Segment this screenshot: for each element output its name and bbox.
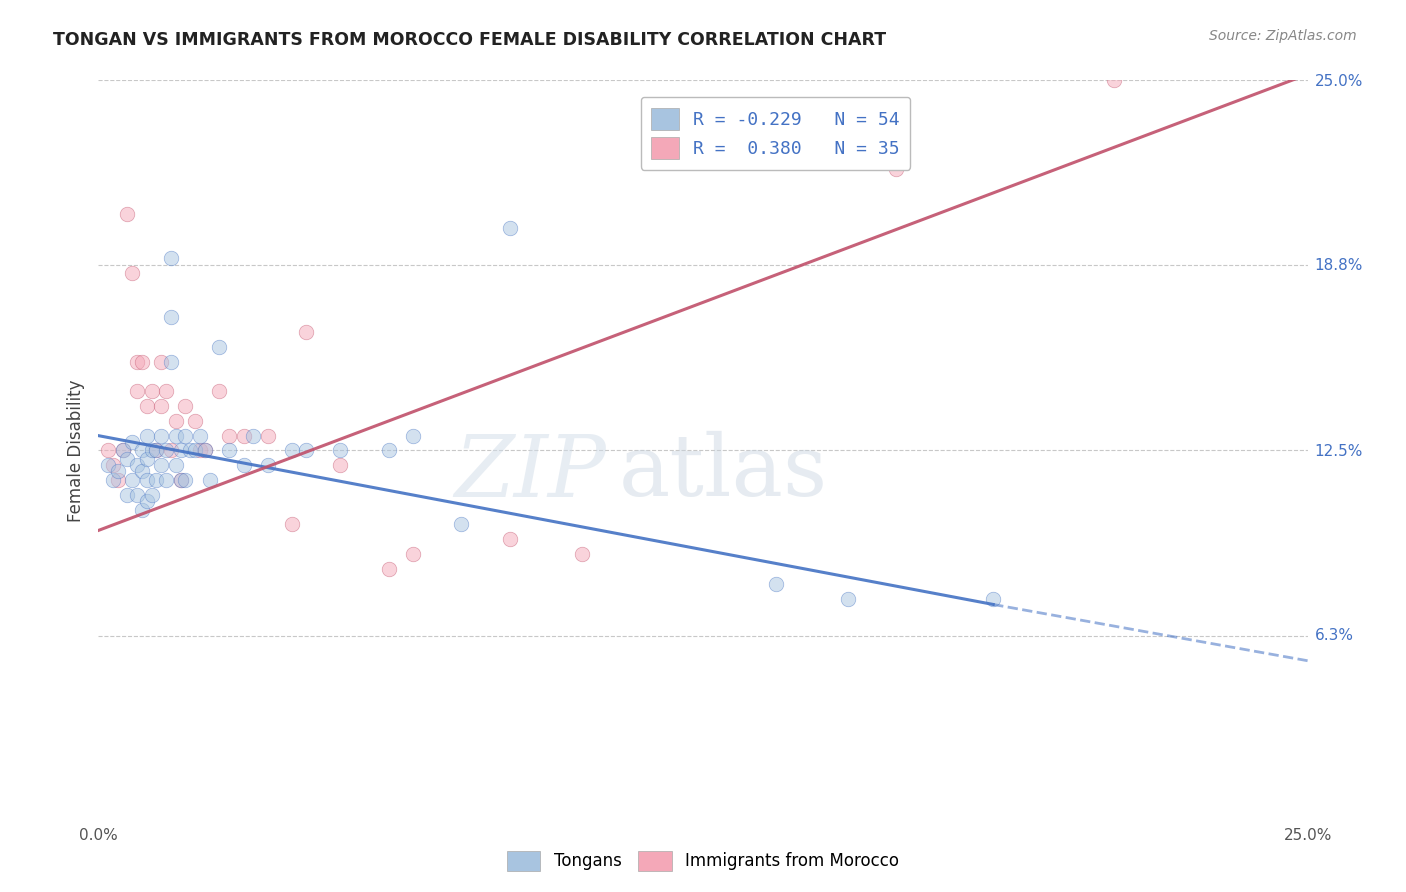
- Point: [141, 443, 163, 458]
- Point: [402, 547, 425, 561]
- Point: [169, 443, 191, 458]
- Point: [107, 473, 129, 487]
- Point: [97, 443, 120, 458]
- Point: [174, 428, 197, 442]
- Text: ZIP: ZIP: [454, 432, 606, 514]
- Point: [188, 428, 211, 442]
- Point: [232, 458, 254, 473]
- Point: [174, 473, 197, 487]
- Point: [402, 428, 425, 442]
- Point: [329, 443, 352, 458]
- Point: [127, 384, 149, 399]
- Y-axis label: Female Disability: Female Disability: [66, 379, 84, 522]
- Point: [281, 517, 304, 532]
- Point: [131, 443, 153, 458]
- Point: [571, 547, 593, 561]
- Point: [1102, 73, 1125, 87]
- Point: [135, 493, 157, 508]
- Point: [160, 251, 183, 265]
- Point: [165, 428, 187, 442]
- Point: [97, 458, 120, 473]
- Point: [135, 428, 157, 442]
- Point: [155, 443, 177, 458]
- Text: Source: ZipAtlas.com: Source: ZipAtlas.com: [1209, 29, 1357, 43]
- Point: [127, 458, 149, 473]
- Point: [135, 473, 157, 487]
- Point: [135, 399, 157, 413]
- Point: [131, 502, 153, 516]
- Point: [765, 576, 787, 591]
- Point: [232, 428, 254, 442]
- Point: [145, 473, 167, 487]
- Point: [218, 443, 240, 458]
- Point: [165, 458, 187, 473]
- Point: [131, 464, 153, 478]
- Point: [131, 354, 153, 368]
- Point: [981, 591, 1004, 606]
- Point: [155, 473, 177, 487]
- Point: [117, 488, 139, 502]
- Point: [886, 162, 908, 177]
- Legend: R = -0.229   N = 54, R =  0.380   N = 35: R = -0.229 N = 54, R = 0.380 N = 35: [641, 96, 911, 169]
- Point: [117, 206, 139, 220]
- Point: [160, 354, 183, 368]
- Point: [117, 452, 139, 467]
- Point: [194, 443, 217, 458]
- Point: [377, 562, 399, 576]
- Point: [150, 399, 173, 413]
- Point: [165, 414, 187, 428]
- Point: [141, 384, 163, 399]
- Point: [188, 443, 211, 458]
- Point: [160, 310, 183, 325]
- Point: [194, 443, 217, 458]
- Point: [150, 428, 173, 442]
- Point: [127, 488, 149, 502]
- Point: [184, 443, 207, 458]
- Point: [127, 354, 149, 368]
- Point: [121, 266, 143, 280]
- Text: atlas: atlas: [619, 431, 828, 515]
- Point: [218, 428, 240, 442]
- Point: [121, 473, 143, 487]
- Point: [160, 443, 183, 458]
- Point: [837, 591, 859, 606]
- Point: [208, 384, 231, 399]
- Point: [121, 434, 143, 449]
- Point: [145, 443, 167, 458]
- Point: [450, 517, 472, 532]
- Point: [208, 340, 231, 354]
- Point: [295, 443, 318, 458]
- Point: [498, 221, 520, 235]
- Point: [155, 384, 177, 399]
- Point: [111, 443, 134, 458]
- Point: [377, 443, 399, 458]
- Point: [295, 325, 318, 339]
- Legend: Tongans, Immigrants from Morocco: Tongans, Immigrants from Morocco: [499, 842, 907, 880]
- Point: [169, 473, 191, 487]
- Point: [141, 488, 163, 502]
- Point: [184, 414, 207, 428]
- Point: [150, 458, 173, 473]
- Point: [111, 443, 134, 458]
- Point: [107, 464, 129, 478]
- Text: TONGAN VS IMMIGRANTS FROM MOROCCO FEMALE DISABILITY CORRELATION CHART: TONGAN VS IMMIGRANTS FROM MOROCCO FEMALE…: [53, 31, 887, 49]
- Point: [135, 452, 157, 467]
- Point: [498, 533, 520, 547]
- Point: [281, 443, 304, 458]
- Point: [150, 354, 173, 368]
- Point: [169, 473, 191, 487]
- Point: [256, 428, 278, 442]
- Point: [198, 473, 221, 487]
- Point: [101, 458, 124, 473]
- Point: [101, 473, 124, 487]
- Point: [329, 458, 352, 473]
- Point: [145, 443, 167, 458]
- Point: [179, 443, 201, 458]
- Point: [256, 458, 278, 473]
- Point: [174, 399, 197, 413]
- Point: [242, 428, 264, 442]
